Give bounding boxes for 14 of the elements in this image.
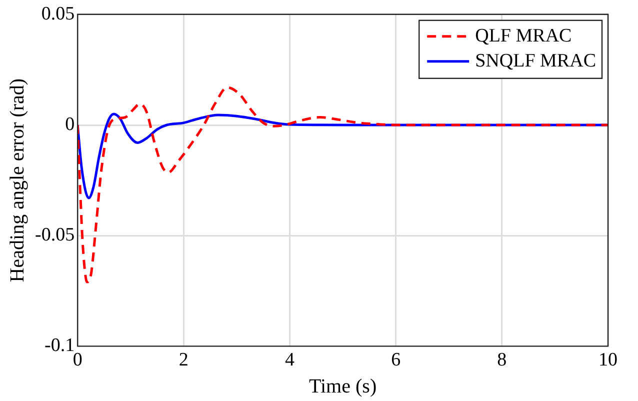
x-tick-label: 8 (497, 350, 507, 371)
x-tick-label: 2 (178, 350, 188, 371)
x-axis-title: Time (s) (308, 375, 377, 398)
line-series (78, 86, 608, 284)
x-tick-label: 4 (284, 350, 295, 371)
x-tick-label: 10 (598, 350, 618, 371)
legend-label: SNQLF MRAC (475, 50, 596, 72)
y-tick-label: 0.05 (41, 3, 75, 24)
y-tick-label: 0 (65, 114, 75, 135)
y-tick-label: -0.05 (35, 224, 75, 246)
legend-label: QLF MRAC (475, 25, 572, 46)
x-tick-label: 6 (391, 350, 401, 371)
y-axis-title: Heading angle error (rad) (6, 78, 28, 282)
y-tick-label: -0.1 (44, 335, 75, 356)
